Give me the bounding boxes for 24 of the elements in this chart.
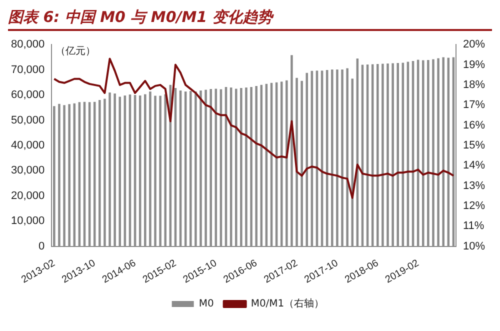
legend-label: M0 [198, 298, 214, 310]
y2-tick-label: 11% [462, 220, 484, 232]
y2-tick-label: 10% [462, 240, 486, 252]
y-tick-label: 20,000 [10, 190, 45, 202]
y2-tick-label: 16% [462, 119, 486, 132]
y-tick-label: 10,000 [10, 215, 45, 228]
y-tick-label: 30,000 [10, 164, 45, 177]
y2-tick-label: 19% [462, 58, 486, 71]
y-tick-label: 0 [38, 240, 45, 252]
legend-label: M0/M1（右轴） [250, 298, 324, 310]
y-tick-label: 40,000 [10, 139, 45, 152]
y-tick-label: 60,000 [10, 89, 45, 102]
y2-tick-label: 13% [462, 180, 486, 192]
y-tick-label: 70,000 [10, 64, 45, 76]
y-tick-label: 50,000 [10, 114, 45, 126]
y2-tick-label: 20% [462, 38, 486, 51]
y-tick-label: 80,000 [10, 38, 45, 51]
y2-tick-label: 14% [462, 160, 486, 172]
chart-title: 图表 6: 中国 M0 与 M0/M1 变化趋势 [8, 8, 492, 31]
y2-tick-label: 18% [462, 78, 486, 91]
y2-tick-label: 17% [462, 99, 486, 112]
y2-tick-label: 12% [462, 200, 486, 212]
y-axis-title: （亿元） [56, 46, 96, 58]
y2-tick-label: 15% [462, 139, 486, 152]
